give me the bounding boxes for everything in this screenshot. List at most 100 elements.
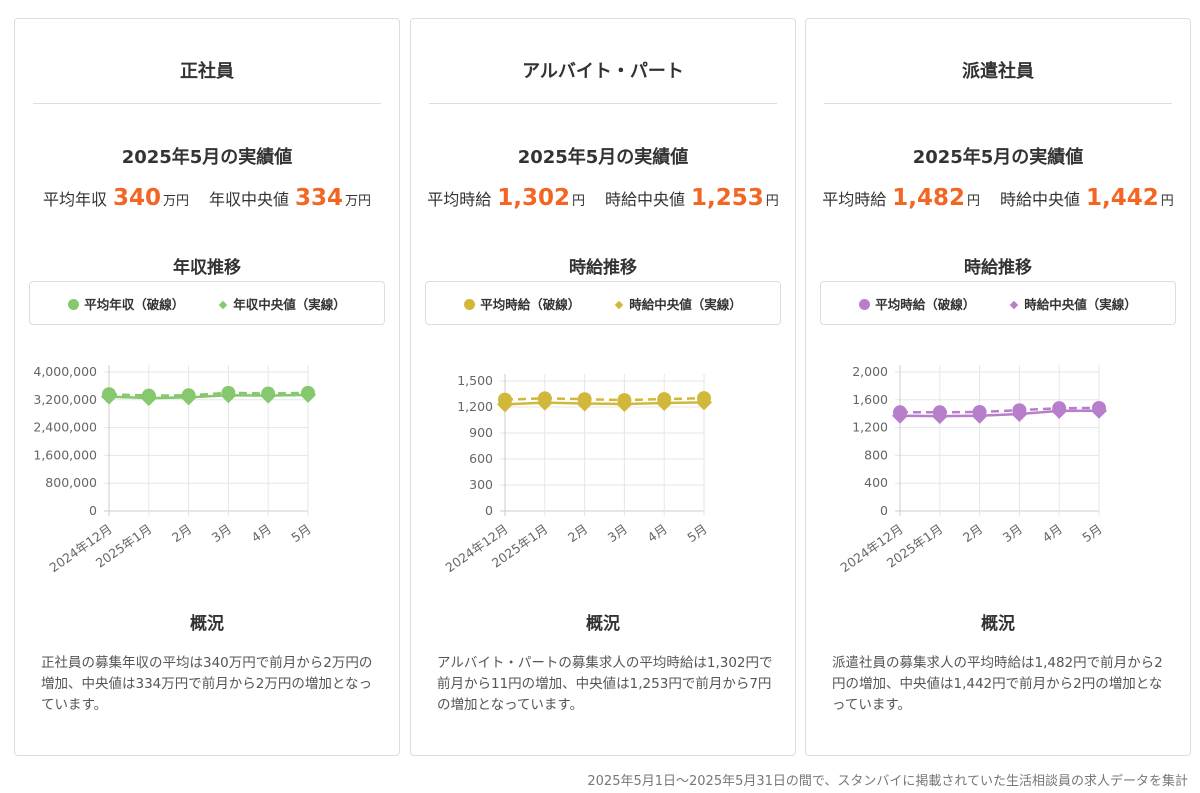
- average-line: [504, 396, 705, 402]
- median-point[interactable]: [220, 387, 237, 404]
- median-point[interactable]: [971, 407, 988, 424]
- x-tick-label: 4月: [1040, 521, 1065, 545]
- y-tick-label: 0: [89, 503, 97, 518]
- legend-label: 時給中央値（実線）: [629, 296, 742, 312]
- y-tick-label: 0: [880, 503, 888, 518]
- x-tick-label: 5月: [288, 521, 313, 545]
- y-tick-label: 2,000: [852, 364, 888, 379]
- diamond-marker-icon: [615, 300, 624, 309]
- stat2-value: 334: [295, 185, 344, 211]
- median-point[interactable]: [1091, 402, 1107, 419]
- median-point[interactable]: [180, 389, 197, 406]
- median-point[interactable]: [101, 388, 117, 405]
- median-point[interactable]: [1051, 402, 1068, 419]
- overview-text: 正社員の募集年収の平均は340万円で前月から2万円の増加、中央値は334万円で前…: [41, 655, 373, 713]
- footer-note: 2025年5月1日〜2025年5月31日の間で、スタンバイに掲載されていた生活相…: [587, 774, 1188, 789]
- stat2-label: 年収中央値: [209, 190, 290, 209]
- y-tick-label: 400: [864, 475, 888, 490]
- stats-row: 平均時給 1,482 円時給中央値 1,442 円: [806, 185, 1190, 211]
- legend-item-average[interactable]: 平均時給（破線）: [464, 294, 580, 313]
- y-tick-label: 0: [485, 503, 493, 518]
- x-tick-label: 2月: [565, 521, 590, 545]
- median-point[interactable]: [616, 395, 633, 412]
- stat1-label: 平均時給: [427, 190, 492, 209]
- chart-legend: 平均時給（破線） 時給中央値（実線）: [425, 281, 781, 325]
- y-tick-label: 900: [469, 425, 493, 440]
- y-tick-label: 800,000: [45, 475, 97, 490]
- x-tick-label: 4月: [645, 521, 670, 545]
- x-tick-label: 2月: [960, 521, 985, 545]
- circle-marker-icon: [859, 298, 871, 310]
- x-tick-label: 2月: [169, 521, 194, 545]
- line-chart: 0 800,000 1,600,000 2,400,000 3,200,000 4,000…: [33, 364, 316, 575]
- median-point[interactable]: [300, 386, 316, 403]
- median-point[interactable]: [536, 394, 553, 411]
- stat2-value: 1,253: [691, 185, 764, 211]
- legend-label: 時給中央値（実線）: [1024, 296, 1137, 312]
- chart-title: 年収推移: [173, 258, 241, 278]
- overview-title: 概況: [190, 614, 224, 634]
- legend-item-average[interactable]: 平均時給（破線）: [859, 294, 975, 313]
- y-tick-label: 1,500: [457, 373, 493, 388]
- median-point[interactable]: [892, 407, 908, 424]
- x-tick-label: 3月: [1000, 521, 1025, 545]
- legend-label: 年収中央値（実線）: [233, 296, 346, 312]
- circle-marker-icon: [464, 298, 476, 310]
- card-0: 正社員 2025年5月の実績値 平均年収 340 万円 年収中央値 334 万円 年収推移…: [14, 18, 400, 756]
- stat2-value: 1,442: [1086, 185, 1159, 211]
- stat1-label: 平均年収: [42, 190, 107, 209]
- stat1-value: 1,302: [497, 185, 570, 211]
- chart-legend: 平均時給（破線） 時給中央値（実線）: [820, 281, 1176, 325]
- stat2-unit: 円: [765, 194, 779, 209]
- legend-item-median[interactable]: 時給中央値（実線）: [615, 294, 742, 313]
- card-2: 派遣社員 2025年5月の実績値 平均時給 1,482 円時給中央値 1,442 円 時…: [805, 18, 1191, 756]
- legend-item-average[interactable]: 平均年収（破線）: [68, 294, 184, 313]
- card-1: アルバイト・パート 2025年5月の実績値 平均時給 1,302 円時給中央値 1,2…: [410, 18, 796, 756]
- x-tick-label: 5月: [1079, 521, 1104, 545]
- y-tick-label: 800: [864, 447, 888, 462]
- median-point[interactable]: [576, 395, 593, 412]
- x-tick-label: 4月: [249, 521, 274, 545]
- legend-label: 平均年収（破線）: [84, 296, 185, 312]
- diamond-marker-icon: [1010, 300, 1019, 309]
- legend-item-median[interactable]: 年収中央値（実線）: [219, 294, 346, 313]
- circle-marker-icon: [68, 298, 80, 310]
- median-point[interactable]: [931, 408, 948, 425]
- overview-title: 概況: [586, 614, 620, 634]
- stat1-value: 1,482: [892, 185, 965, 211]
- divider: [824, 103, 1172, 104]
- x-tick-label: 3月: [209, 521, 234, 545]
- stat2-unit: 円: [1160, 194, 1174, 209]
- stat2-unit: 万円: [345, 194, 372, 209]
- stat2-label: 時給中央値: [605, 190, 686, 209]
- median-point[interactable]: [1011, 406, 1028, 423]
- median-point[interactable]: [260, 387, 277, 404]
- card-title: 正社員: [180, 61, 234, 82]
- y-tick-label: 300: [469, 477, 493, 492]
- stat1-unit: 円: [966, 194, 980, 209]
- median-point[interactable]: [497, 396, 513, 413]
- chart-legend: 平均年収（破線） 年収中央値（実線）: [29, 281, 385, 325]
- median-point[interactable]: [696, 394, 712, 411]
- legend-label: 平均時給（破線）: [875, 296, 976, 312]
- stat1-value: 340: [112, 185, 161, 211]
- y-tick-label: 600: [469, 451, 493, 466]
- card-title: アルバイト・パート: [522, 61, 684, 82]
- divider: [33, 103, 381, 104]
- chart-title: 時給推移: [964, 258, 1032, 278]
- y-tick-label: 1,600,000: [33, 447, 97, 462]
- y-tick-label: 3,200,000: [33, 392, 97, 407]
- divider: [429, 103, 777, 104]
- overview-text: 派遣社員の募集求人の平均時給は1,482円で前月から2円の増加、中央値は1,44…: [832, 655, 1163, 713]
- chart-title: 時給推移: [569, 258, 637, 278]
- stats-row: 平均年収 340 万円 年収中央値 334 万円: [15, 185, 399, 211]
- y-tick-label: 1,200: [852, 420, 888, 435]
- y-tick-label: 4,000,000: [33, 364, 97, 379]
- card-subtitle: 2025年5月の実績値: [121, 147, 293, 168]
- x-tick-label: 5月: [684, 521, 709, 545]
- median-point[interactable]: [656, 395, 673, 412]
- legend-item-median[interactable]: 時給中央値（実線）: [1010, 294, 1137, 313]
- median-point[interactable]: [140, 390, 157, 407]
